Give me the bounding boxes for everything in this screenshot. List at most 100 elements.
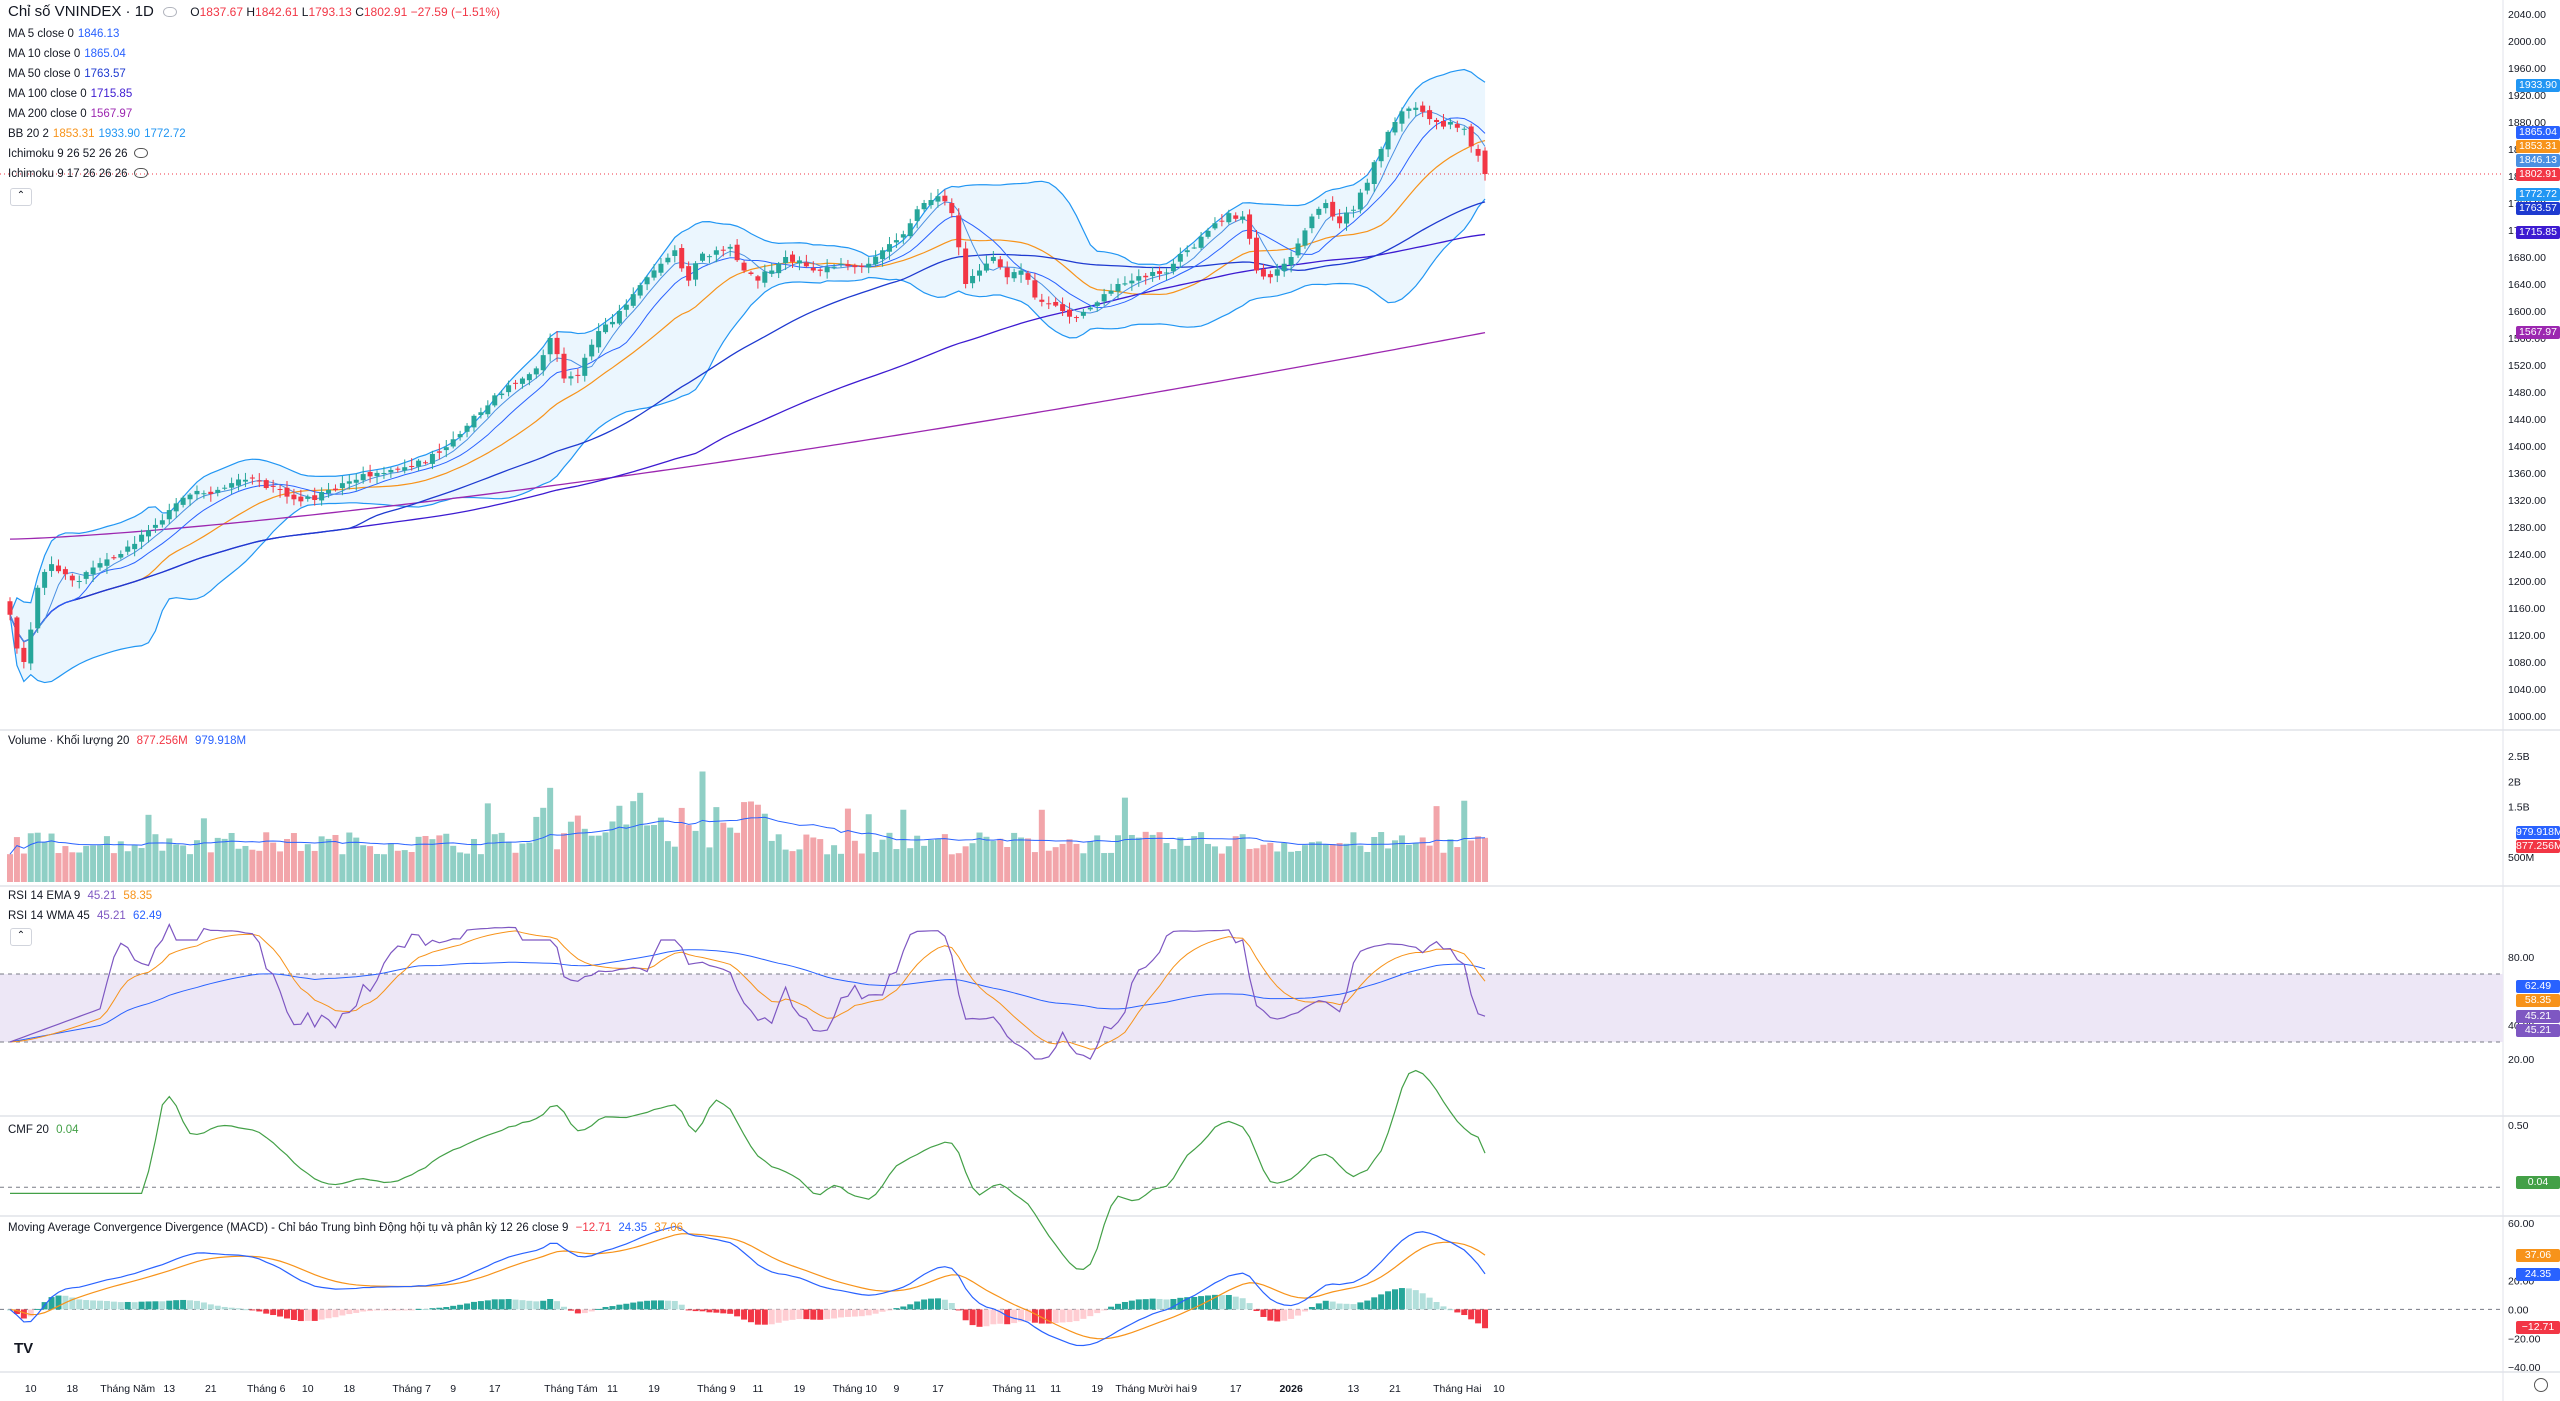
macd-histogram-bar: [824, 1309, 831, 1320]
ohlc-high-value: 1842.61: [255, 5, 299, 19]
volume-bar: [657, 817, 664, 882]
macd-histogram-bar: [796, 1309, 803, 1320]
collapse-legend-button[interactable]: ⌃: [10, 188, 32, 206]
tradingview-logo-icon[interactable]: TV: [14, 1340, 34, 1357]
macd-histogram-bar: [595, 1308, 602, 1310]
volume-bar: [1115, 835, 1121, 882]
volume-bar: [741, 802, 748, 882]
macd-histogram-bar: [761, 1309, 768, 1325]
rsi-legend-1[interactable]: RSI 14 EMA 9 45.21 58.35: [8, 889, 152, 903]
candle-body: [1163, 272, 1169, 274]
candle-body: [540, 355, 546, 371]
macd-histogram-bar: [962, 1309, 969, 1321]
hidden-eye-icon[interactable]: [133, 168, 148, 178]
visibility-icon[interactable]: [163, 7, 178, 17]
volume-axis-label: 1.5B: [2508, 801, 2530, 813]
candle-body: [907, 223, 913, 237]
ohlc-close-key: C: [355, 5, 364, 19]
macd-histogram-bar: [422, 1309, 429, 1311]
candle-body: [873, 256, 879, 265]
macd-histogram-bar: [997, 1309, 1004, 1324]
indicator-legend-row[interactable]: MA 200 close 0 1567.97: [8, 107, 132, 121]
volume-bar: [76, 852, 83, 882]
candle-body: [935, 196, 941, 202]
volume-bar: [997, 838, 1004, 882]
indicator-legend-row[interactable]: BB 20 2 1853.31 1933.90 1772.72: [8, 127, 186, 141]
indicator-legend-row[interactable]: MA 100 close 0 1715.85: [8, 87, 132, 101]
macd-histogram-bar: [97, 1300, 104, 1310]
hidden-eye-icon[interactable]: [133, 148, 148, 158]
volume-bar: [297, 850, 304, 882]
volume-bar: [1295, 851, 1302, 882]
candle-body: [1087, 307, 1093, 310]
candle-body: [1420, 105, 1426, 112]
volume-legend[interactable]: Volume · Khối lượng 20 877.256M 979.918M: [8, 734, 246, 748]
volume-bar: [685, 825, 692, 882]
indicator-legend-row[interactable]: Ichimoku 9 26 52 26 26: [8, 147, 148, 161]
macd-histogram-bar: [429, 1308, 436, 1310]
time-axis-label: Tháng Hai: [1433, 1383, 1481, 1395]
cmf-legend[interactable]: CMF 20 0.04: [8, 1123, 79, 1137]
indicator-legend-row[interactable]: MA 5 close 0 1846.13: [8, 27, 119, 41]
macd-histogram-bar: [200, 1302, 207, 1310]
volume-bar: [1087, 841, 1094, 882]
candle-body: [429, 453, 435, 464]
candle-body: [741, 262, 747, 271]
rsi-legend-2[interactable]: RSI 14 WMA 45 45.21 62.49: [8, 909, 162, 923]
price-axis-label: 2040.00: [2508, 9, 2546, 21]
volume-bar: [200, 818, 207, 882]
macd-legend[interactable]: Moving Average Convergence Divergence (M…: [8, 1221, 683, 1235]
volume-bar: [616, 805, 623, 882]
macd-histogram-bar: [1343, 1303, 1350, 1310]
indicator-legend-name: MA 100 close 0: [8, 88, 87, 100]
collapse-rsi-legend-button[interactable]: ⌃: [10, 928, 32, 946]
time-axis-label: 2026: [1279, 1383, 1303, 1395]
candle-body: [360, 474, 366, 481]
candle-body: [187, 494, 193, 500]
macd-histogram-bar: [533, 1301, 540, 1310]
candle-body: [803, 262, 809, 267]
volume-bar: [1246, 848, 1253, 882]
volume-bar: [872, 852, 879, 882]
symbol-header[interactable]: Chỉ số VNINDEX · 1D O1837.67 H1842.61 L1…: [8, 3, 500, 20]
volume-bar: [214, 837, 221, 882]
volume-bar: [422, 835, 429, 882]
volume-bar: [1336, 842, 1343, 882]
volume-bar: [193, 840, 200, 882]
macd-histogram-bar: [256, 1309, 263, 1312]
rsi-axis-label: 20.00: [2508, 1054, 2534, 1066]
symbol-title[interactable]: Chỉ số VNINDEX · 1D: [8, 3, 154, 20]
indicator-legend-row[interactable]: MA 50 close 0 1763.57: [8, 67, 126, 81]
macd-histogram-bar: [1315, 1303, 1322, 1310]
macd-histogram-bar: [706, 1309, 713, 1313]
macd-histogram-bar: [838, 1309, 844, 1318]
volume-bar: [567, 821, 574, 882]
price-axis-label: 1920.00: [2508, 90, 2546, 102]
volume-bar: [1412, 843, 1419, 882]
macd-histogram-bar: [1073, 1309, 1080, 1322]
macd-histogram-bar: [893, 1308, 900, 1310]
volume-bar: [734, 832, 741, 882]
price-pane[interactable]: [0, 68, 2503, 684]
macd-pane[interactable]: [0, 1225, 2503, 1347]
gear-icon[interactable]: [2534, 1378, 2548, 1392]
candle-body: [1357, 192, 1363, 210]
macd-histogram-bar: [747, 1309, 754, 1323]
indicator-legend-row[interactable]: Ichimoku 9 17 26 26 26: [8, 167, 148, 181]
rsi-pane[interactable]: [0, 923, 2503, 1060]
macd-histogram-bar: [1350, 1304, 1357, 1310]
volume-pane[interactable]: [7, 771, 1489, 882]
candle-body: [263, 480, 269, 489]
cmf-pane[interactable]: [0, 1069, 2503, 1270]
price-badge: 1865.04: [2516, 125, 2560, 139]
macd-legend-signal: 37.06: [654, 1222, 684, 1234]
macd-histogram-bar: [1108, 1306, 1115, 1310]
volume-legend-value: 877.256M: [136, 735, 188, 747]
price-axis-label: 1080.00: [2508, 657, 2546, 669]
macd-histogram-bar: [651, 1300, 658, 1310]
indicator-legend-row[interactable]: MA 10 close 0 1865.04: [8, 47, 126, 61]
candle-body: [1323, 203, 1329, 209]
macd-histogram-bar: [353, 1309, 360, 1313]
candle-body: [1254, 237, 1259, 271]
